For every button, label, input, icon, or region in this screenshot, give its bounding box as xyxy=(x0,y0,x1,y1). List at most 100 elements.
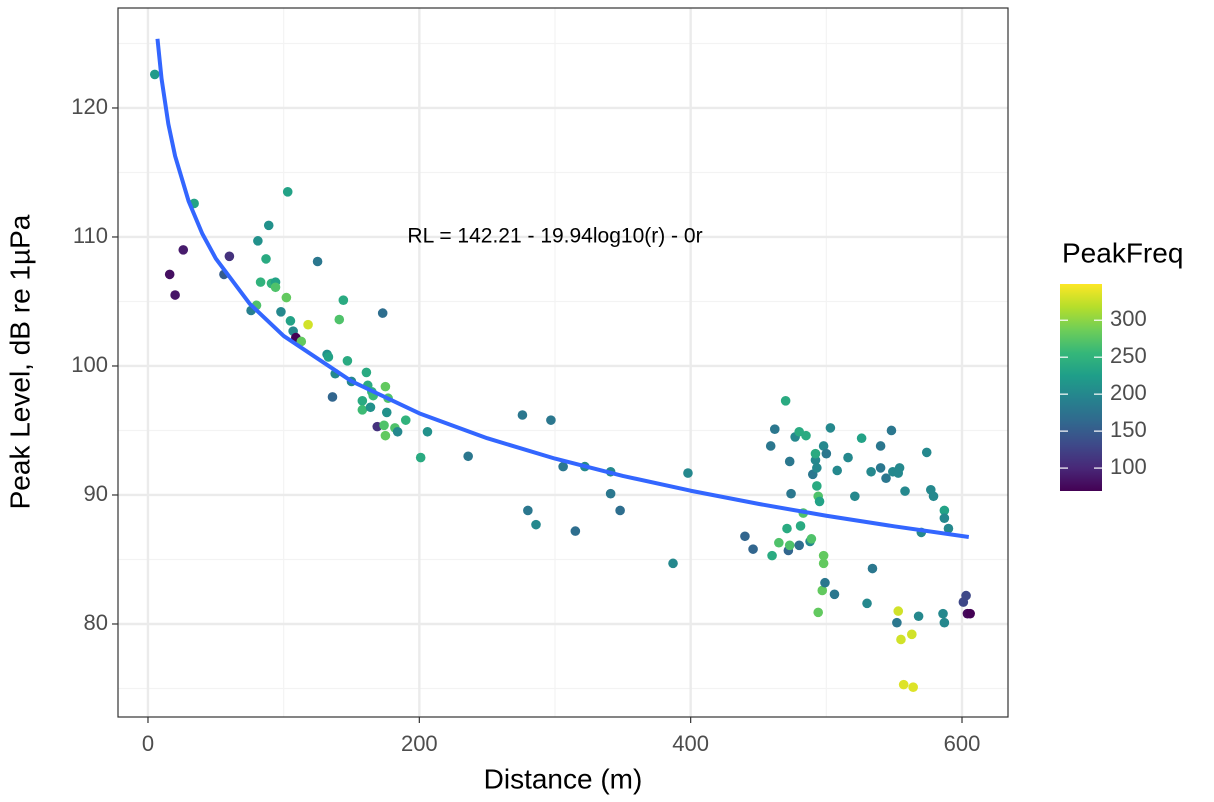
plot-border xyxy=(117,7,1009,718)
y-tick-label: 100 xyxy=(71,352,108,377)
point xyxy=(379,420,389,431)
colorbar-tick-label: 200 xyxy=(1110,380,1147,405)
point xyxy=(908,682,918,693)
point xyxy=(357,396,368,406)
point xyxy=(463,451,473,462)
point xyxy=(829,589,840,600)
point xyxy=(818,558,829,569)
point xyxy=(817,585,828,596)
point xyxy=(361,367,372,378)
point xyxy=(939,617,950,628)
point xyxy=(843,452,853,463)
point xyxy=(894,463,905,473)
y-tick-label: 110 xyxy=(73,223,108,248)
point xyxy=(342,356,353,366)
point xyxy=(767,550,777,561)
point xyxy=(422,426,433,437)
point xyxy=(170,290,180,300)
y-axis-title: Peak Level, dB re 1µPa xyxy=(4,214,35,509)
point xyxy=(875,441,886,451)
point xyxy=(821,448,832,459)
point xyxy=(415,452,426,463)
point xyxy=(900,486,910,496)
point xyxy=(149,69,160,80)
point xyxy=(875,463,886,473)
point xyxy=(825,423,836,433)
point xyxy=(523,505,533,516)
annotation: RL = 142.21 - 19.94log10(r) - 0r xyxy=(407,225,702,248)
point xyxy=(856,433,867,444)
point xyxy=(801,430,811,441)
point xyxy=(892,617,902,628)
point xyxy=(928,491,939,502)
point xyxy=(921,447,932,458)
point xyxy=(281,292,292,303)
point xyxy=(810,448,821,459)
point xyxy=(224,251,235,262)
point xyxy=(862,598,872,609)
point xyxy=(312,256,323,267)
point xyxy=(913,611,924,622)
point xyxy=(400,415,411,425)
point xyxy=(615,505,625,516)
y-tick-label: 90 xyxy=(84,481,108,506)
point xyxy=(357,405,368,415)
point xyxy=(253,236,263,246)
colorbar-tick-label: 100 xyxy=(1110,454,1147,479)
point xyxy=(570,526,581,536)
point xyxy=(806,534,817,544)
point xyxy=(965,608,975,619)
point xyxy=(517,410,528,420)
point xyxy=(818,441,829,451)
point xyxy=(850,491,860,502)
point xyxy=(323,352,334,362)
point xyxy=(832,465,842,476)
point xyxy=(380,430,391,441)
point xyxy=(866,466,876,477)
point xyxy=(546,415,556,425)
point xyxy=(668,558,678,569)
x-axis-title: Distance (m) xyxy=(484,763,643,794)
point xyxy=(263,220,274,231)
point xyxy=(939,505,950,516)
point xyxy=(780,396,791,406)
colorbar-tick-label: 150 xyxy=(1110,417,1147,442)
point xyxy=(276,307,286,317)
point xyxy=(814,496,825,507)
point xyxy=(813,607,823,618)
point xyxy=(794,540,805,551)
point xyxy=(558,461,568,472)
point xyxy=(818,550,829,561)
colorbar xyxy=(1060,284,1102,491)
legend-title: PeakFreq xyxy=(1062,237,1183,268)
point xyxy=(365,402,376,413)
point xyxy=(893,606,904,616)
point xyxy=(961,590,971,601)
plot-background xyxy=(118,8,1008,717)
point xyxy=(605,488,616,499)
point xyxy=(898,679,909,690)
point xyxy=(867,563,878,574)
y-tick-label: 120 xyxy=(71,94,108,119)
point xyxy=(907,629,917,640)
point xyxy=(380,381,391,392)
point xyxy=(795,521,806,531)
point xyxy=(531,519,541,530)
point xyxy=(255,277,266,287)
point xyxy=(381,407,392,418)
point xyxy=(327,392,338,402)
point xyxy=(261,254,271,264)
point xyxy=(769,424,780,434)
point xyxy=(303,319,313,330)
colorbar-tick-label: 250 xyxy=(1110,343,1147,368)
point xyxy=(938,608,948,619)
point xyxy=(270,282,281,293)
x-tick-label: 200 xyxy=(401,731,438,756)
point xyxy=(334,314,345,325)
point xyxy=(786,488,796,499)
point xyxy=(881,473,891,484)
point xyxy=(285,316,296,326)
y-tick-label: 80 xyxy=(84,610,108,635)
